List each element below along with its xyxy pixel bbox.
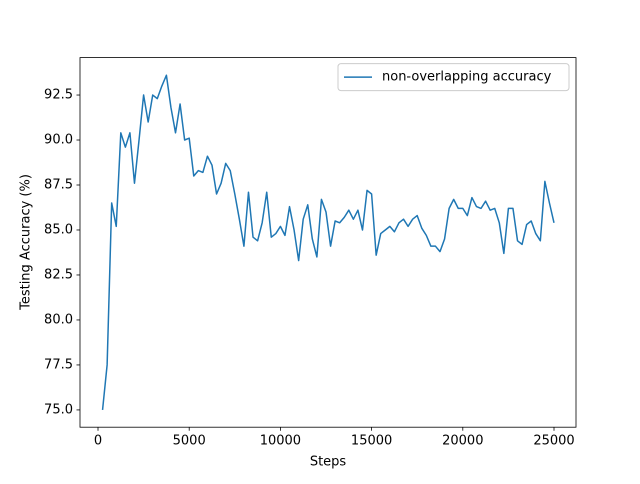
y-tick-label: 77.5 — [44, 357, 73, 372]
axes-frame — [79, 57, 577, 428]
x-tick-label: 10000 — [260, 434, 301, 449]
y-tick-label: 87.5 — [44, 177, 73, 192]
x-tick-label: 15000 — [351, 434, 392, 449]
y-tick-label: 90.0 — [44, 133, 73, 148]
x-tick-label: 5000 — [173, 434, 206, 449]
y-tick-label: 82.5 — [44, 267, 73, 282]
y-axis-label: Testing Accuracy (%) — [19, 174, 34, 311]
legend-box — [337, 63, 570, 92]
x-axis-label: Steps — [310, 455, 347, 470]
legend-label: non-overlapping accuracy — [382, 70, 552, 85]
x-tick-label: 20000 — [442, 434, 483, 449]
y-tick-label: 75.0 — [44, 402, 73, 417]
y-tick-label: 85.0 — [44, 222, 73, 237]
x-tick-label: 25000 — [533, 434, 574, 449]
y-tick-label: 92.5 — [44, 88, 73, 103]
line — [101, 74, 555, 411]
y-tick-label: 80.0 — [44, 312, 73, 327]
x-tick-label: 0 — [94, 434, 102, 449]
